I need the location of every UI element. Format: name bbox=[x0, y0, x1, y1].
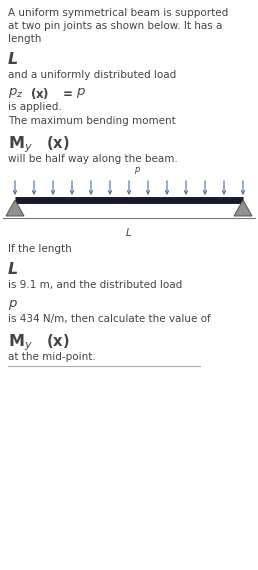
Text: $\mathbf{(x)}$: $\mathbf{(x)}$ bbox=[30, 86, 49, 101]
Text: A uniform symmetrical beam is supported: A uniform symmetrical beam is supported bbox=[8, 8, 228, 18]
Text: $\mathbf{M_{\it{y}}}$: $\mathbf{M_{\it{y}}}$ bbox=[8, 134, 33, 154]
Text: L: L bbox=[8, 262, 18, 277]
Text: $\mathbf{\it{p}}$: $\mathbf{\it{p}}$ bbox=[8, 298, 18, 312]
Text: $\mathbf{(x)}$: $\mathbf{(x)}$ bbox=[46, 332, 69, 350]
Text: will be half way along the beam.: will be half way along the beam. bbox=[8, 154, 178, 164]
Polygon shape bbox=[234, 200, 252, 216]
Text: at two pin joints as shown below. It has a: at two pin joints as shown below. It has… bbox=[8, 21, 222, 31]
Text: The maximum bending moment: The maximum bending moment bbox=[8, 116, 176, 126]
Text: L: L bbox=[8, 52, 18, 67]
Text: $\mathbf{\it{p}_z}$: $\mathbf{\it{p}_z}$ bbox=[8, 86, 23, 100]
Text: p: p bbox=[134, 165, 139, 174]
Text: is 9.1 m, and the distributed load: is 9.1 m, and the distributed load bbox=[8, 280, 182, 290]
Text: $\mathbf{=}$: $\mathbf{=}$ bbox=[60, 86, 73, 99]
Text: is 434 N/m, then calculate the value of: is 434 N/m, then calculate the value of bbox=[8, 314, 211, 324]
Text: L: L bbox=[126, 228, 132, 238]
Text: $\mathbf{M_{\it{y}}}$: $\mathbf{M_{\it{y}}}$ bbox=[8, 332, 33, 353]
Polygon shape bbox=[6, 200, 24, 216]
Text: at the mid-point.: at the mid-point. bbox=[8, 352, 96, 362]
Text: $\mathbf{\it{p}}$: $\mathbf{\it{p}}$ bbox=[76, 86, 86, 100]
Text: If the length: If the length bbox=[8, 244, 72, 254]
Text: $\mathbf{(x)}$: $\mathbf{(x)}$ bbox=[46, 134, 69, 152]
Text: is applied.: is applied. bbox=[8, 102, 62, 112]
Text: length: length bbox=[8, 34, 41, 44]
Text: and a uniformly distributed load: and a uniformly distributed load bbox=[8, 70, 176, 80]
